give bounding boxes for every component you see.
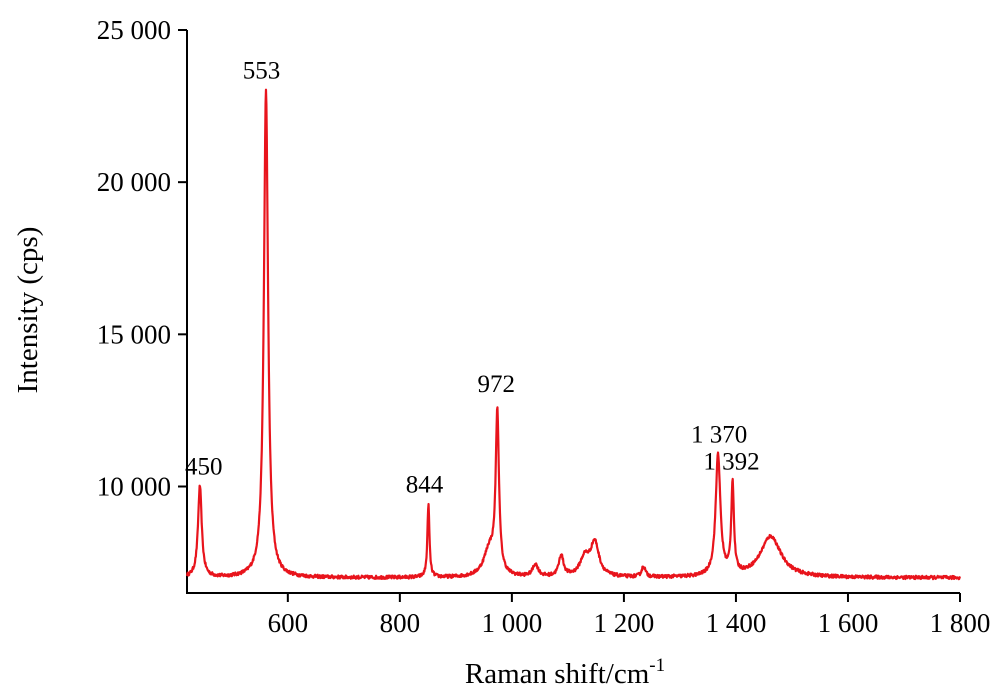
y-tick-label: 10 000 xyxy=(97,471,171,501)
x-tick-label: 1 000 xyxy=(482,608,543,638)
x-axis-title: Raman shift/cm-1 xyxy=(465,655,665,690)
y-axis-ticks: 10 000 15 000 20 000 25 000 xyxy=(97,15,187,501)
y-axis-title: Intensity (cps) xyxy=(12,227,44,394)
y-tick-label: 20 000 xyxy=(97,167,171,197)
peak-label: 450 xyxy=(185,453,223,480)
x-tick-label: 600 xyxy=(268,608,309,638)
x-axis-title-superscript: -1 xyxy=(649,655,665,676)
peak-label: 1 370 xyxy=(691,421,747,448)
y-tick-label: 15 000 xyxy=(97,319,171,349)
spectrum-line xyxy=(185,88,962,581)
x-axis-ticks: 600 800 1 000 1 200 1 400 1 600 1 800 xyxy=(268,593,991,638)
peak-label: 844 xyxy=(406,472,444,499)
peak-label: 1 392 xyxy=(703,449,759,476)
x-tick-label: 800 xyxy=(380,608,421,638)
x-tick-label: 1 400 xyxy=(706,608,767,638)
x-tick-label: 1 600 xyxy=(818,608,879,638)
peak-label: 972 xyxy=(477,371,515,398)
axis-frame xyxy=(186,30,960,594)
x-tick-label: 1 200 xyxy=(594,608,655,638)
peak-label: 553 xyxy=(243,58,281,85)
y-tick-label: 25 000 xyxy=(97,15,171,45)
axes xyxy=(186,30,960,594)
x-tick-label: 1 800 xyxy=(930,608,991,638)
series-group xyxy=(185,88,962,581)
